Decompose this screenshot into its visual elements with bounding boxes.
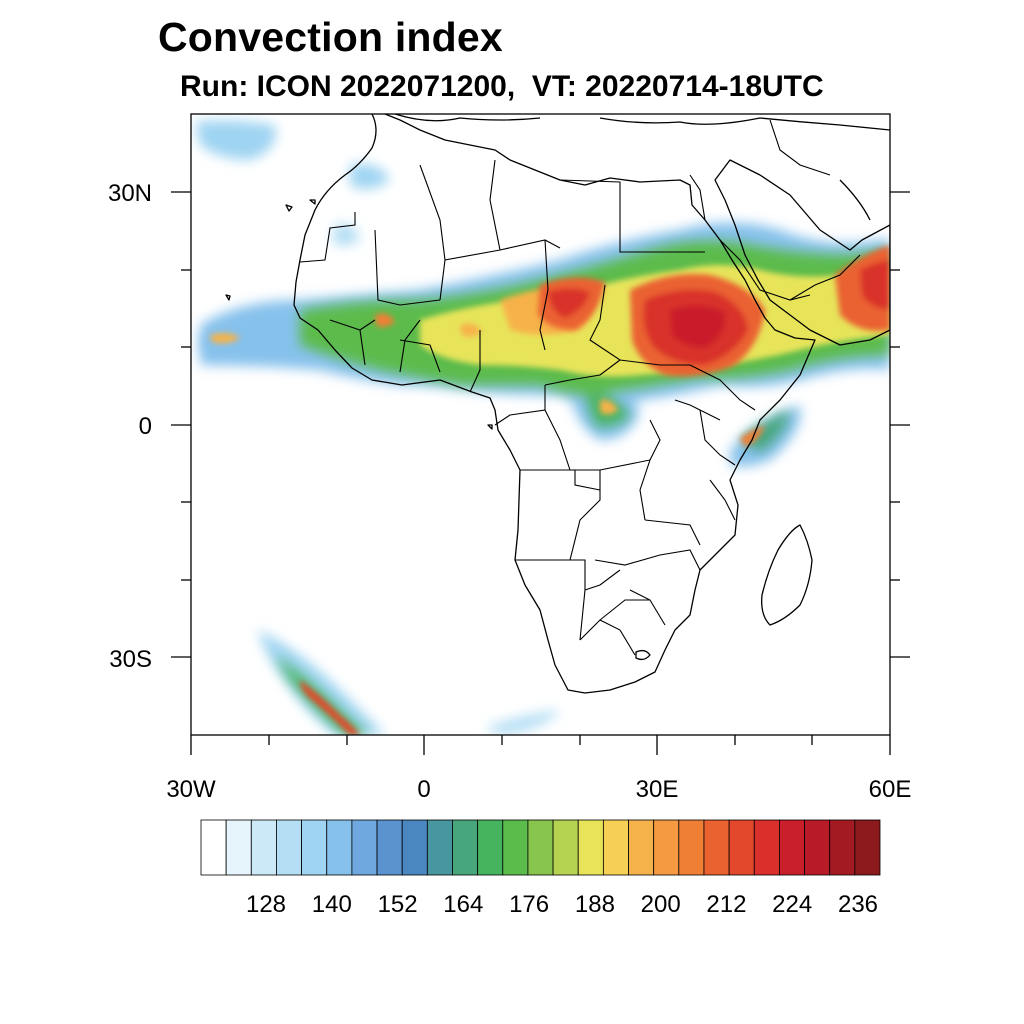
colorbar-swatch (452, 819, 479, 876)
colorbar-swatch (276, 819, 302, 876)
colorbar-swatch (552, 819, 579, 876)
colorbar-swatch (301, 819, 328, 876)
colorbar-swatch (602, 819, 629, 876)
chart-title: Convection index (158, 14, 503, 60)
x-tick-label: 0 (417, 776, 430, 803)
colorbar-swatch (401, 819, 428, 876)
colorbar-swatch (250, 819, 277, 876)
colorbar-swatch (628, 819, 655, 876)
axis-ticks (171, 191, 910, 755)
colorbar-label: 164 (443, 891, 483, 918)
colorbar-label: 128 (246, 891, 286, 918)
colorbar-label: 176 (509, 891, 549, 918)
country-borders (299, 119, 861, 656)
colorbar-swatch (829, 819, 856, 876)
colorbar-swatch (477, 819, 504, 876)
x-tick-label: 30W (166, 776, 216, 803)
colorbar-swatch (854, 819, 881, 876)
x-tick-label: 60E (869, 776, 912, 803)
colorbar-swatch (502, 819, 529, 876)
colorbar-swatch (678, 819, 705, 876)
colorbar-swatch (200, 819, 227, 876)
x-tick-label: 30E (636, 776, 679, 803)
convection-field (195, 120, 890, 735)
colorbar-label: 224 (772, 891, 812, 918)
axis-labels: 30W 0 30E 60E 30N 0 30S (108, 180, 911, 803)
colorbar-label: 152 (378, 891, 418, 918)
field-red (210, 245, 890, 735)
y-tick-label: 0 (139, 413, 152, 440)
colorbar-swatch (703, 819, 730, 876)
field-outer (195, 120, 890, 735)
colorbar-swatch (653, 819, 680, 876)
colorbar-swatch (351, 819, 378, 876)
colorbar-label: 212 (706, 891, 746, 918)
colorbar-swatch (577, 819, 604, 876)
colorbar-swatch (779, 819, 805, 876)
colorbar-swatch (376, 819, 403, 876)
colorbar-swatch (527, 819, 554, 876)
colorbar-label: 236 (838, 891, 878, 918)
y-tick-label: 30S (109, 646, 152, 673)
colorbar-swatch (225, 819, 252, 876)
colorbar-label: 140 (312, 891, 352, 918)
colorbar-swatch (426, 819, 453, 876)
coastlines (225, 114, 890, 694)
colorbar: 128 140 152 164 176 188 200 212 224 236 (200, 819, 881, 918)
colorbar-label: 200 (641, 891, 681, 918)
colorbar-swatch (753, 819, 780, 876)
chart-subtitle: Run: ICON 2022071200, VT: 20220714-18UTC (180, 70, 824, 103)
y-tick-label: 30N (108, 180, 152, 207)
colorbar-swatch (728, 819, 755, 876)
colorbar-swatch (804, 819, 831, 876)
colorbar-swatch (326, 819, 353, 876)
colorbar-label: 188 (575, 891, 615, 918)
